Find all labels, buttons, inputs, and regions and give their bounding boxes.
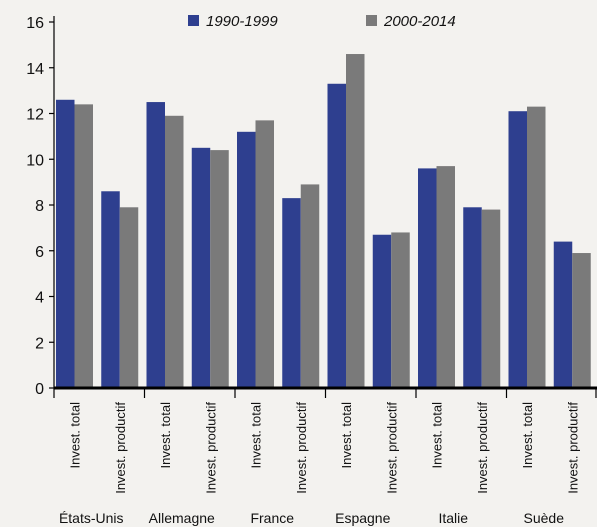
bar-series2-2 bbox=[165, 115, 184, 388]
y-tick-label: 6 bbox=[35, 244, 44, 261]
bar-series2-6 bbox=[346, 54, 365, 389]
bar-series2-11 bbox=[572, 253, 591, 388]
x-tick-label: Invest. productif bbox=[384, 402, 399, 494]
legend-swatch bbox=[366, 15, 377, 26]
x-tick-label: Invest. total bbox=[430, 402, 445, 469]
bar-series2-4 bbox=[255, 120, 274, 389]
legend-label: 1990-1999 bbox=[206, 13, 278, 30]
x-tick-label: Invest. total bbox=[520, 402, 535, 469]
x-tick-label: Invest. productif bbox=[203, 402, 218, 494]
bar-series2-5 bbox=[300, 184, 320, 388]
legend: 1990-1999 2000-2014 bbox=[188, 13, 456, 30]
y-tick-label: 10 bbox=[26, 152, 44, 169]
bar-series2-7 bbox=[391, 232, 410, 388]
y-tick-label: 0 bbox=[35, 381, 44, 398]
bar-series1-5 bbox=[282, 198, 301, 388]
x-tick-label: Invest. total bbox=[339, 402, 354, 469]
bar-series1-9 bbox=[463, 207, 482, 388]
y-tick-label: 16 bbox=[26, 15, 44, 32]
x-tick-label: Invest. productif bbox=[294, 402, 309, 494]
x-tick-label: Invest. productif bbox=[475, 402, 490, 494]
group-label: Espagne bbox=[335, 510, 390, 526]
x-tick-label: Invest. productif bbox=[113, 402, 128, 494]
y-tick-label: 12 bbox=[26, 107, 44, 124]
bar-series1-10 bbox=[508, 111, 527, 389]
bar-series2-0 bbox=[74, 104, 93, 388]
group-label: États-Unis bbox=[59, 510, 124, 526]
bar-series1-1 bbox=[101, 191, 120, 388]
bar-series2-1 bbox=[119, 207, 139, 388]
bar-series1-6 bbox=[327, 83, 346, 388]
bar-series1-7 bbox=[372, 234, 392, 388]
bar-series1-0 bbox=[56, 99, 75, 389]
y-tick-label: 8 bbox=[35, 198, 44, 215]
bars bbox=[56, 54, 591, 389]
group-label: Allemagne bbox=[149, 510, 215, 526]
bar-series1-2 bbox=[146, 102, 165, 388]
x-tick-label: Invest. total bbox=[68, 402, 83, 469]
bar-series2-9 bbox=[481, 209, 501, 388]
x-tick-label: Invest. total bbox=[249, 402, 264, 469]
x-tick-label: Invest. total bbox=[158, 402, 173, 469]
bar-series1-3 bbox=[191, 147, 211, 388]
y-tick-label: 14 bbox=[26, 61, 44, 78]
bar-series1-11 bbox=[553, 241, 573, 388]
group-label: Suède bbox=[524, 510, 565, 526]
bar-series2-8 bbox=[436, 166, 455, 388]
legend-label: 2000-2014 bbox=[383, 13, 456, 30]
legend-swatch bbox=[188, 15, 199, 26]
bar-series2-3 bbox=[210, 150, 229, 388]
y-axis: 0 2 4 6 8 10 12 14 16 bbox=[26, 15, 55, 398]
group-label: France bbox=[250, 510, 294, 526]
x-tick-label: Invest. productif bbox=[565, 402, 580, 494]
bar-series1-8 bbox=[418, 168, 437, 388]
y-tick-label: 2 bbox=[35, 335, 44, 352]
x-axis: Invest. total Invest. productif Invest. to… bbox=[53, 386, 597, 526]
bar-series1-4 bbox=[237, 131, 256, 389]
bar-series2-10 bbox=[527, 106, 546, 388]
group-label: Italie bbox=[438, 510, 468, 526]
y-tick-label: 4 bbox=[35, 290, 44, 307]
